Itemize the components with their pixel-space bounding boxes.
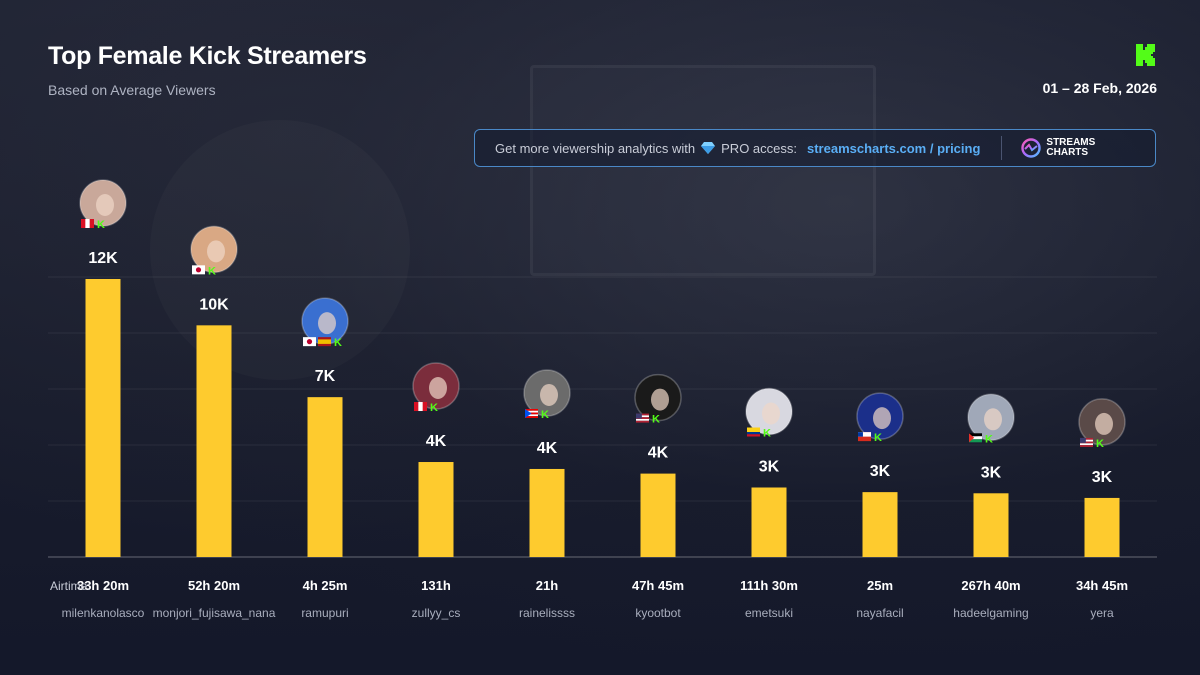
bar[interactable] [751, 487, 787, 558]
bar[interactable] [862, 492, 898, 557]
airtime-value: 52h 20m [188, 578, 240, 593]
promo-banner[interactable]: Get more viewership analytics with PRO a… [474, 129, 1156, 167]
bar-value-label: 4K [648, 445, 669, 462]
streamer-name[interactable]: emetsuki [745, 606, 793, 620]
bar[interactable] [85, 279, 121, 557]
bar-value-label: 7K [315, 368, 336, 385]
kick-badge-icon: K [208, 265, 216, 277]
bar[interactable] [307, 397, 343, 557]
country-flag-icon [636, 413, 649, 423]
streamer-name[interactable]: milenkanolasco [62, 606, 145, 620]
promo-access-label: PRO access: [721, 140, 797, 156]
airtime-value: 131h [421, 578, 451, 593]
airtime-value: 47h 45m [632, 578, 684, 593]
streamer-name[interactable]: rainelissss [519, 606, 575, 620]
bar-value-label: 3K [981, 464, 1002, 481]
kick-badge-icon: K [874, 432, 882, 444]
country-flag-icon [303, 337, 331, 347]
bar[interactable] [640, 473, 676, 557]
bar[interactable] [1084, 497, 1120, 557]
airtime-prefix-label: Airtime: [50, 579, 91, 593]
date-range: 01 – 28 Feb, 2026 [1042, 80, 1157, 96]
streamer-avatar[interactable] [523, 369, 571, 417]
streamer-name[interactable]: zullyy_cs [412, 606, 461, 620]
promo-text: Get more viewership analytics with [495, 140, 696, 156]
streamer-avatar[interactable] [412, 362, 460, 410]
bar-value-label: 12K [88, 250, 118, 267]
kick-badge-icon: K [334, 337, 342, 349]
streamer-name[interactable]: ramupuri [301, 606, 348, 620]
bar-value-label: 3K [870, 463, 891, 480]
bar[interactable] [418, 462, 454, 557]
streamer-name[interactable]: monjori_fujisawa_nana [153, 606, 276, 620]
country-flag-icon [414, 402, 427, 412]
background-frame [530, 65, 876, 276]
bar-value-label: 3K [1092, 469, 1113, 486]
bar-value-label: 10K [199, 296, 229, 313]
streamer-name[interactable]: yera [1090, 606, 1114, 620]
country-flag-icon [747, 427, 760, 437]
airtime-value: 33h 20m [77, 578, 129, 593]
streamer-avatar[interactable] [79, 179, 127, 227]
chart-subtitle: Based on Average Viewers [48, 82, 216, 98]
streamer-name[interactable]: kyootbot [635, 606, 681, 620]
airtime-value: 267h 40m [961, 578, 1020, 593]
brand-line-2: CHARTS [1046, 147, 1089, 158]
kick-badge-icon: K [985, 433, 993, 445]
bar[interactable] [529, 468, 565, 557]
kick-badge-icon: K [430, 402, 438, 414]
country-flag-icon [192, 265, 205, 275]
kick-badge-icon: K [652, 414, 660, 426]
streamer-avatar[interactable] [856, 392, 904, 440]
kick-badge-icon: K [763, 428, 771, 440]
streamer-avatar[interactable] [967, 393, 1015, 442]
airtime-value: 21h [536, 578, 558, 593]
bar[interactable] [196, 325, 232, 557]
country-flag-icon [969, 433, 982, 443]
streamer-avatar[interactable] [190, 225, 238, 274]
kick-logo-icon [1136, 44, 1155, 66]
country-flag-icon [81, 219, 94, 228]
streamscharts-logo-icon [1021, 138, 1042, 158]
promo-divider [1001, 136, 1003, 160]
country-flag-icon [1080, 437, 1093, 447]
airtime-value: 34h 45m [1076, 578, 1128, 593]
bar-value-label: 4K [537, 440, 558, 457]
pricing-link[interactable]: streamscharts.com / pricing [807, 140, 981, 156]
kick-badge-icon: K [1096, 438, 1104, 450]
airtime-value: 4h 25m [303, 578, 348, 593]
streamer-name[interactable]: hadeelgaming [953, 606, 1028, 620]
airtime-value: 25m [867, 578, 893, 593]
airtime-value: 111h 30m [740, 578, 798, 593]
brand-line-1: STREAMS [1046, 137, 1096, 148]
chart-title: Top Female Kick Streamers [48, 42, 367, 70]
streamer-avatar[interactable] [745, 387, 793, 436]
streamer-avatar[interactable] [1078, 398, 1126, 446]
streamer-avatar[interactable] [634, 373, 682, 422]
country-flag-icon [858, 432, 871, 442]
streamer-avatar[interactable] [301, 297, 349, 345]
country-flag-icon [525, 408, 538, 418]
bar[interactable] [973, 493, 1009, 557]
diamond-icon [701, 142, 716, 154]
kick-badge-icon: K [541, 409, 549, 421]
streamer-name[interactable]: nayafacil [856, 606, 903, 620]
bar-value-label: 3K [759, 459, 780, 476]
bar-value-label: 4K [426, 433, 447, 450]
kick-badge-icon: K [97, 219, 105, 231]
streamscharts-logo[interactable]: STREAMS CHARTS [1020, 138, 1095, 158]
